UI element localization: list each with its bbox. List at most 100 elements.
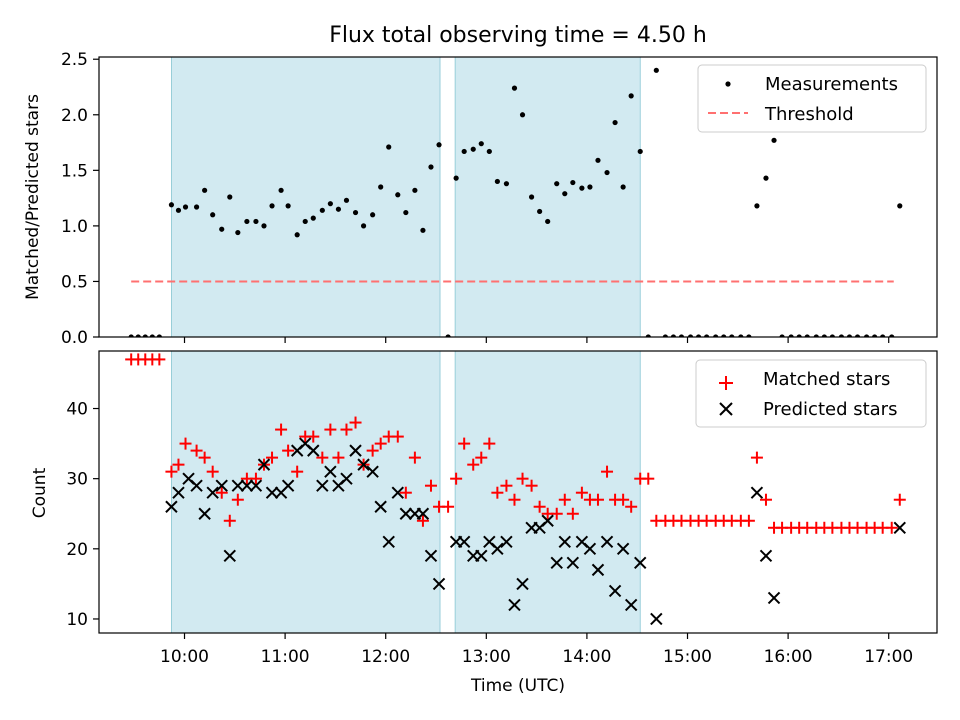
measurement-point: [829, 334, 835, 337]
matched-star-point: [525, 479, 538, 492]
matched-star-point: [642, 472, 655, 485]
chart-title: Flux total observing time = 4.50 h: [329, 23, 707, 48]
measurement-point: [872, 334, 878, 337]
measurement-point: [395, 192, 401, 198]
measurement-point: [653, 67, 659, 73]
x-tick-label: 11:00: [261, 647, 310, 667]
matched-star-point: [374, 437, 387, 450]
matched-star-point: [416, 514, 429, 527]
predicted-star-point: [491, 542, 504, 556]
matched-star-point: [483, 437, 496, 450]
measurement-point: [142, 334, 148, 337]
predicted-star-point: [893, 521, 906, 534]
measurement-point: [763, 175, 769, 181]
predicted-star-point: [650, 612, 663, 626]
x-tick-label: 15:00: [663, 647, 712, 667]
y-tick-label: 20: [66, 540, 88, 560]
predicted-star-point: [634, 556, 647, 570]
measurement-point: [420, 227, 426, 233]
measurement-point: [261, 223, 267, 229]
predicted-star-point: [424, 549, 438, 563]
measurement-point: [729, 334, 735, 337]
predicted-star-point: [357, 458, 370, 471]
measurement-point: [193, 204, 200, 210]
measurement-point: [713, 334, 719, 337]
measurement-point: [335, 206, 342, 212]
measurement-point: [721, 334, 727, 337]
y-tick-label: 1.0: [61, 217, 88, 237]
matched-star-point: [215, 486, 228, 499]
measurement-point: [386, 144, 392, 150]
measurement-point: [453, 175, 459, 181]
matched-star-point: [516, 472, 529, 485]
ratio-legend: Measurements Threshold: [697, 64, 927, 133]
y-tick-label: 1.5: [61, 161, 88, 181]
predicted-star-point: [500, 535, 513, 549]
matched-star-point: [179, 437, 192, 450]
measurement-point: [278, 187, 284, 193]
measurement-point: [428, 164, 434, 170]
measurement-point: [210, 212, 216, 218]
legend-label-threshold: Threshold: [764, 104, 854, 125]
predicted-star-point: [324, 465, 337, 478]
measurement-point: [771, 137, 777, 143]
matched-star-point: [566, 507, 579, 520]
predicted-star-point: [374, 500, 387, 513]
predicted-star-point: [566, 556, 580, 570]
matched-star-point: [324, 423, 337, 436]
predicted-star-point: [432, 577, 446, 591]
measurement-point: [494, 178, 500, 185]
legend-label-measurements: Measurements: [765, 74, 898, 95]
predicted-star-point: [215, 479, 228, 492]
measurement-point: [470, 146, 476, 152]
measurement-point: [796, 334, 802, 337]
predicted-star-point: [457, 535, 471, 549]
ratio-panel-frame: [98, 56, 938, 338]
predicted-star-point: [206, 486, 219, 499]
measurement-point: [587, 184, 593, 190]
predicted-star-point: [257, 458, 271, 471]
matched-star-point: [601, 465, 614, 478]
matched-star-point: [885, 521, 898, 534]
measurement-point: [788, 334, 794, 337]
matched-star-point: [750, 451, 763, 464]
legend-marker-matched: [719, 376, 733, 390]
measurement-point: [128, 334, 134, 337]
legend-label-predicted: Predicted stars: [763, 399, 897, 420]
matched-star-point: [198, 451, 211, 464]
measurement-point: [360, 223, 367, 229]
measurement-point: [804, 334, 810, 337]
measurement-point: [511, 85, 518, 91]
measurement-point: [294, 232, 300, 238]
measurement-point: [604, 169, 610, 176]
predicted-star-point: [265, 486, 279, 499]
matched-star-point: [467, 458, 480, 471]
ratio-y-axis-label: Matched/Predicted stars: [23, 94, 43, 300]
x-tick-label: 10:00: [160, 647, 209, 667]
y-tick-label: 2.5: [61, 50, 88, 70]
predicted-star-point: [750, 486, 764, 499]
measurement-point: [219, 226, 225, 232]
measurement-point: [302, 218, 308, 225]
count-panel-frame: [98, 350, 938, 634]
predicted-star-point: [516, 577, 529, 591]
predicted-star-point: [558, 535, 571, 549]
measurement-point: [537, 208, 543, 215]
predicted-star-point: [475, 549, 488, 563]
predicted-star-point: [172, 486, 185, 499]
matched-star-point: [617, 493, 630, 506]
predicted-star-point: [281, 479, 295, 492]
measurement-point: [846, 334, 853, 337]
matched-star-point: [759, 493, 772, 506]
measurement-point: [156, 334, 162, 337]
y-tick-label: 2.0: [61, 106, 88, 126]
matched-star-point: [172, 458, 185, 471]
observing-window-band: [454, 351, 641, 633]
predicted-star-point: [349, 444, 362, 457]
matched-star-point: [625, 500, 638, 513]
count-y-axis-label: Count: [30, 467, 50, 518]
predicted-star-point: [508, 598, 521, 612]
measurement-point: [746, 334, 752, 337]
measurement-point: [175, 207, 182, 213]
